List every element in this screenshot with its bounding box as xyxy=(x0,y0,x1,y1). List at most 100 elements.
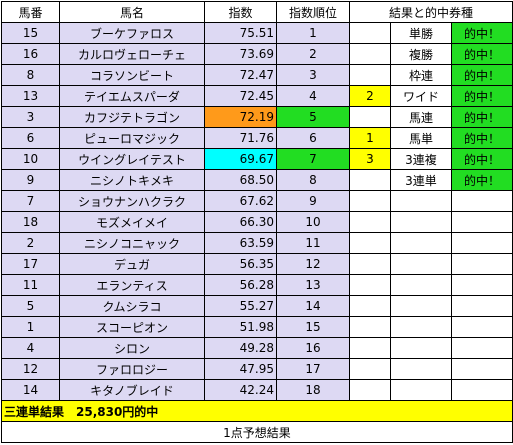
index-value-cell: 63.59 xyxy=(204,232,277,254)
horse-name-cell: シロン xyxy=(59,337,205,359)
index-value-cell: 56.28 xyxy=(204,274,277,296)
index-value-cell: 49.28 xyxy=(204,337,277,359)
index-rank-cell: 15 xyxy=(276,316,350,338)
horse-name-cell: エランティス xyxy=(59,274,205,296)
table-row: 6 ピューロマジック 71.76 6 1 馬単 的中！ xyxy=(1,127,513,149)
horse-number-cell: 14 xyxy=(1,379,60,401)
index-value-cell: 67.62 xyxy=(204,190,277,212)
result-position-cell xyxy=(349,358,391,380)
horse-number-cell: 13 xyxy=(1,85,60,107)
index-value-cell: 72.19 xyxy=(204,106,277,128)
result-position-cell xyxy=(349,295,391,317)
table-row: 7 ショウナンハクラク 67.62 9 xyxy=(1,190,513,212)
index-value-cell: 68.50 xyxy=(204,169,277,191)
index-value-cell: 42.24 xyxy=(204,379,277,401)
result-position-cell xyxy=(349,379,391,401)
hit-status-cell xyxy=(451,190,513,212)
index-value-cell: 51.98 xyxy=(204,316,277,338)
index-rank-cell: 14 xyxy=(276,295,350,317)
horse-number-cell: 8 xyxy=(1,64,60,86)
table-row: 13 テイエムスパーダ 72.45 4 2 ワイド 的中！ xyxy=(1,85,513,107)
footer-row: 1点予想結果 xyxy=(1,421,513,443)
index-rank-cell: 7 xyxy=(276,148,350,170)
bet-type-cell xyxy=(390,316,452,338)
horse-name-cell: スコーピオン xyxy=(59,316,205,338)
result-position-cell xyxy=(349,22,391,44)
index-value-cell: 73.69 xyxy=(204,43,277,65)
hit-status-cell xyxy=(451,253,513,275)
header-rank: 指数順位 xyxy=(276,1,350,23)
horse-name-cell: モズメイメイ xyxy=(59,211,205,233)
table-row: 14 キタノブレイド 42.24 18 xyxy=(1,379,513,401)
hit-status-cell xyxy=(451,274,513,296)
table-row: 3 カフジテトラゴン 72.19 5 馬連 的中！ xyxy=(1,106,513,128)
table-row: 2 ニシノコニャック 63.59 11 xyxy=(1,232,513,254)
hit-status-cell: 的中！ xyxy=(451,43,513,65)
horse-number-cell: 6 xyxy=(1,127,60,149)
table-row: 17 デュガ 56.35 12 xyxy=(1,253,513,275)
index-rank-cell: 3 xyxy=(276,64,350,86)
horse-name-cell: ピューロマジック xyxy=(59,127,205,149)
bet-type-cell xyxy=(390,253,452,275)
bet-type-cell: 3連単 xyxy=(390,169,452,191)
table-row: 5 クムシラコ 55.27 14 xyxy=(1,295,513,317)
index-value-cell: 66.30 xyxy=(204,211,277,233)
index-rank-cell: 2 xyxy=(276,43,350,65)
index-rank-cell: 17 xyxy=(276,358,350,380)
index-value-cell: 75.51 xyxy=(204,22,277,44)
hit-status-cell xyxy=(451,379,513,401)
index-rank-cell: 16 xyxy=(276,337,350,359)
horse-name-cell: カルロヴェローチェ xyxy=(59,43,205,65)
index-value-cell: 55.27 xyxy=(204,295,277,317)
hit-status-cell: 的中！ xyxy=(451,148,513,170)
horse-name-cell: テイエムスパーダ xyxy=(59,85,205,107)
result-position-cell xyxy=(349,232,391,254)
index-value-cell: 47.95 xyxy=(204,358,277,380)
result-position-cell xyxy=(349,274,391,296)
horse-name-cell: キタノブレイド xyxy=(59,379,205,401)
result-position-cell xyxy=(349,337,391,359)
hit-status-cell xyxy=(451,337,513,359)
horse-name-cell: ショウナンハクラク xyxy=(59,190,205,212)
hit-status-cell xyxy=(451,295,513,317)
hit-status-cell: 的中！ xyxy=(451,169,513,191)
result-position-cell: 2 xyxy=(349,85,391,107)
horse-name-cell: ニシノトキメキ xyxy=(59,169,205,191)
horse-number-cell: 18 xyxy=(1,211,60,233)
index-rank-cell: 6 xyxy=(276,127,350,149)
horse-name-cell: コラソンビート xyxy=(59,64,205,86)
bet-type-cell xyxy=(390,337,452,359)
horse-name-cell: カフジテトラゴン xyxy=(59,106,205,128)
index-rank-cell: 13 xyxy=(276,274,350,296)
horse-number-cell: 16 xyxy=(1,43,60,65)
index-rank-cell: 18 xyxy=(276,379,350,401)
bet-type-cell: 馬単 xyxy=(390,127,452,149)
bet-type-cell xyxy=(390,274,452,296)
horse-name-cell: クムシラコ xyxy=(59,295,205,317)
bet-type-cell: 枠連 xyxy=(390,64,452,86)
horse-number-cell: 12 xyxy=(1,358,60,380)
hit-status-cell: 的中！ xyxy=(451,85,513,107)
horse-name-cell: ウイングレイテスト xyxy=(59,148,205,170)
result-position-cell xyxy=(349,64,391,86)
table-row: 16 カルロヴェローチェ 73.69 2 複勝 的中！ xyxy=(1,43,513,65)
index-rank-cell: 10 xyxy=(276,211,350,233)
index-rank-cell: 9 xyxy=(276,190,350,212)
result-position-cell xyxy=(349,43,391,65)
table-row: 18 モズメイメイ 66.30 10 xyxy=(1,211,513,233)
horse-number-cell: 11 xyxy=(1,274,60,296)
result-position-cell xyxy=(349,169,391,191)
horse-name-cell: ファロロジー xyxy=(59,358,205,380)
header-shisu: 指数 xyxy=(204,1,277,23)
table-row: 12 ファロロジー 47.95 17 xyxy=(1,358,513,380)
table-row: 15 ブーケファロス 75.51 1 単勝 的中！ xyxy=(1,22,513,44)
table-row: 9 ニシノトキメキ 68.50 8 3連単 的中！ xyxy=(1,169,513,191)
horse-number-cell: 9 xyxy=(1,169,60,191)
bet-type-cell: ワイド xyxy=(390,85,452,107)
trifecta-result-text: 三連単結果 25,830円的中 xyxy=(1,400,513,422)
result-position-cell xyxy=(349,190,391,212)
horse-number-cell: 5 xyxy=(1,295,60,317)
header-umaban: 馬番 xyxy=(1,1,60,23)
horse-number-cell: 3 xyxy=(1,106,60,128)
horse-number-cell: 2 xyxy=(1,232,60,254)
